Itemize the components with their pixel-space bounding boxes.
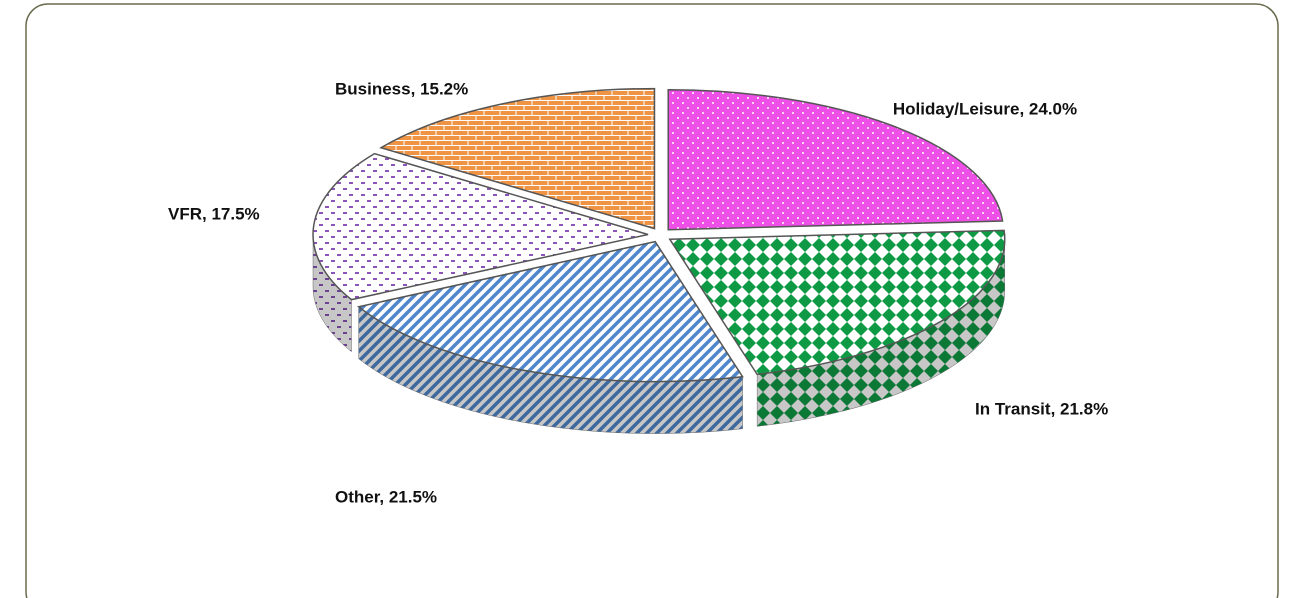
slice <box>668 229 1006 376</box>
slice <box>379 87 656 230</box>
slice <box>312 152 649 301</box>
data-label: Business, 15.2% <box>335 79 468 98</box>
data-label: Other, 21.5% <box>335 487 437 506</box>
slice <box>667 89 1004 231</box>
data-label: In Transit, 21.8% <box>975 399 1108 418</box>
slice <box>356 240 744 383</box>
data-label: VFR, 17.5% <box>168 204 260 223</box>
data-label: Holiday/Leisure, 24.0% <box>893 99 1077 118</box>
